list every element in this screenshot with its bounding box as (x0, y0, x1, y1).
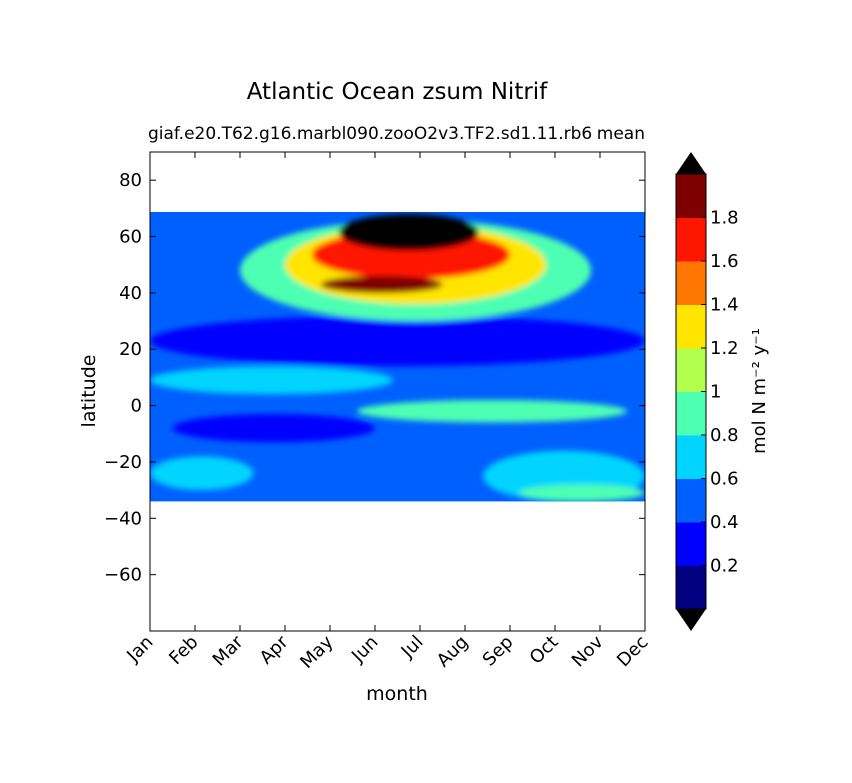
x-tick-label: Jun (347, 632, 382, 667)
x-axis-label: month (366, 683, 428, 705)
x-tick-label: Aug (433, 632, 473, 672)
x-tick-label: Sep (479, 632, 518, 671)
colorbar-bin (676, 478, 706, 523)
chart-title: Atlantic Ocean zsum Nitrif (247, 79, 548, 105)
x-tick-label: May (296, 631, 337, 672)
colorbar-tick-label: 1.4 (710, 295, 739, 316)
field-region (321, 275, 443, 293)
field-regions (150, 213, 645, 502)
colorbar-tick-label: 0.4 (710, 512, 739, 533)
field-region (150, 315, 645, 367)
colorbar-bin (676, 217, 706, 262)
colorbar-tick-label: 1 (710, 382, 721, 403)
colorbar-tick-label: 0.8 (710, 425, 739, 446)
plot-frame (149, 151, 646, 632)
colorbar: 0.2 0.4 0.6 0.8 1 1.2 1.4 1.6 1.8 (675, 152, 739, 631)
y-axis-label: latitude (78, 355, 100, 428)
y-tick-label: −40 (104, 508, 142, 529)
colorbar-bin (676, 304, 706, 349)
x-tick-label: Mar (209, 631, 248, 670)
field-region (150, 456, 254, 491)
colorbar-extend-high (676, 152, 706, 174)
colorbar-tick-label: 1.2 (710, 338, 739, 359)
y-axis: 80 60 40 20 0 −20 −40 −60 (104, 170, 645, 586)
y-tick-label: 40 (119, 283, 142, 304)
chart-subtitle-left: giaf.e20.T62.g16.marbl090.zooO2v3.TF2.sd… (148, 124, 592, 144)
colorbar-tick-label: 1.6 (710, 251, 739, 272)
x-tick-label: Oct (526, 632, 563, 669)
colorbar-tick-label: 0.2 (710, 556, 739, 577)
colorbar-bin (676, 391, 706, 436)
colorbar-tick-label: 1.8 (710, 208, 739, 229)
chart-subtitle-right: mean (597, 124, 645, 144)
contour-field (150, 212, 645, 502)
x-tick-label: Jul (397, 632, 428, 663)
field-region (339, 213, 479, 251)
y-tick-label: 20 (119, 339, 142, 360)
x-tick-label: Apr (256, 631, 293, 668)
colorbar-bin (676, 174, 706, 218)
plot-area (150, 152, 645, 631)
y-tick-label: −20 (104, 452, 142, 473)
x-tick-label: Jan (122, 632, 157, 667)
field-region (172, 414, 375, 443)
colorbar-extend-low (676, 609, 706, 631)
colorbar-bin (676, 565, 706, 610)
y-tick-label: 60 (119, 227, 142, 248)
field-region (519, 484, 645, 502)
colorbar-bin (676, 435, 706, 479)
y-tick-label: −60 (104, 565, 142, 586)
y-tick-label: 0 (131, 396, 142, 417)
colorbar-bin (676, 522, 706, 566)
x-tick-label: Dec (613, 632, 652, 671)
colorbar-tick-label: 0.6 (710, 469, 739, 490)
field-region (357, 399, 627, 423)
y-tick-label: 80 (119, 170, 142, 191)
colorbar-bin (676, 348, 706, 392)
colorbar-label: mol N m⁻² y⁻¹ (749, 328, 770, 454)
colorbar-bin (676, 261, 706, 305)
field-region (150, 366, 393, 395)
x-tick-label: Nov (568, 631, 608, 671)
x-tick-label: Feb (165, 632, 202, 669)
